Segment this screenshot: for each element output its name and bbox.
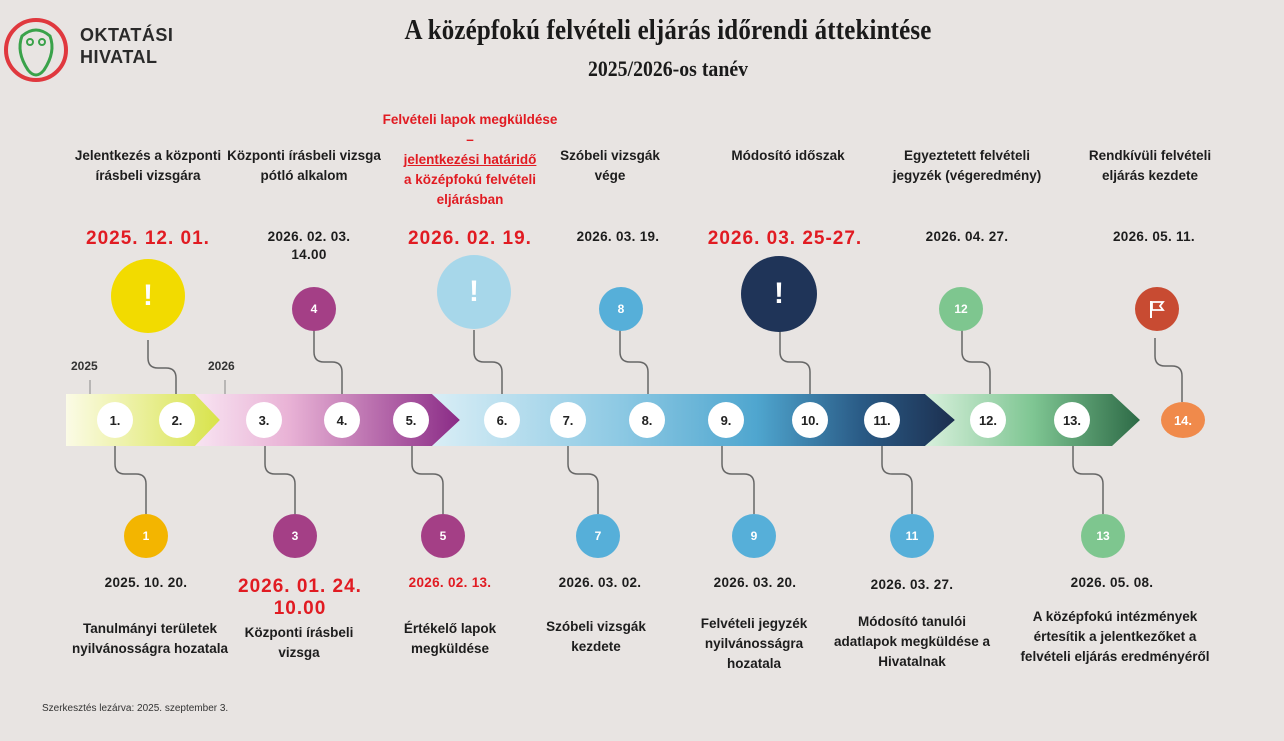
bottom-event-date-1: 2025. 10. 20. [104,575,188,590]
bottom-event-date-3: 2026. 02. 13. [408,575,492,590]
bottom-marker-1: 1 [124,514,168,558]
year-label-2025: 2025 [71,359,98,373]
page-subtitle: 2025/2026-os tanév [587,56,749,81]
bottom-marker-5: 5 [421,514,465,558]
bottom-marker-13: 13 [1081,514,1125,558]
alert-icon-1: ! [111,259,185,333]
step-9: 9. [708,402,744,438]
step-11: 11. [864,402,900,438]
top-event-date-3: 2026. 02. 19. [408,228,532,249]
step-10: 10. [792,402,828,438]
top-event-date-2: 2026. 02. 03. 14.00 [267,229,351,262]
logo-line2: HIVATAL [80,47,158,67]
step-5: 5. [393,402,429,438]
top-event-date-1: 2025. 12. 01. [86,228,210,249]
bottom-event-label-1: Tanulmányi területek nyilvánosságra hoza… [71,621,229,656]
top-event-label-3-line2: jelentkezési határidő [403,152,537,167]
bottom-event-label-6: Módosító tanulói adatlapok megküldése a … [833,614,991,669]
page-title: A középfokú felvételi eljárás időrendi á… [404,14,932,46]
flag-icon [1135,287,1179,331]
top-event-label-4: Szóbeli vizsgák vége [560,148,660,183]
top-event-label-3: Felvételi lapok megküldése – jelentkezés… [380,110,560,210]
top-marker-8: 8 [599,287,643,331]
step-8: 8. [629,402,665,438]
bottom-marker-7: 7 [576,514,620,558]
footer-note: Szerkesztés lezárva: 2025. szeptember 3. [42,703,229,714]
alert-icon-2: ! [437,255,511,329]
top-event-label-7: Rendkívüli felvételi eljárás kezdete [1088,148,1212,183]
bottom-marker-11: 11 [890,514,934,558]
step-12: 12. [970,402,1006,438]
top-event-label-6: Egyeztetett felvételi jegyzék (végeredmé… [892,148,1042,183]
year-label-2026: 2026 [208,359,235,373]
bottom-marker-9: 9 [732,514,776,558]
logo-mark [4,18,68,82]
step-6: 6. [484,402,520,438]
bottom-event-date-4: 2026. 03. 02. [558,575,642,590]
top-event-label-1: Jelentkezés a központi írásbeli vizsgára [74,148,222,183]
top-event-label-3-line1: Felvételi lapok megküldése – [382,112,558,147]
top-event-date-4: 2026. 03. 19. [576,229,660,244]
top-event-date-7: 2026. 05. 11. [1113,229,1195,244]
bottom-event-date-5: 2026. 03. 20. [713,575,797,590]
bottom-event-label-4: Szóbeli vizsgák kezdete [546,619,646,654]
logo-text: OKTATÁSI HIVATAL [80,24,173,68]
bottom-event-label-7: A középfokú intézmények értesítik a jele… [1020,609,1210,664]
bottom-event-label-5: Felvételi jegyzék nyilvánosságra hozatal… [700,616,808,671]
top-event-label-5: Módosító időszak [731,148,845,163]
top-marker-4: 4 [292,287,336,331]
top-event-date-5: 2026. 03. 25-27. [707,228,863,249]
bottom-event-date-7: 2026. 05. 08. [1070,575,1154,590]
top-marker-12: 12 [939,287,983,331]
bottom-event-label-2: Központi írásbeli vizsga [244,625,354,660]
bottom-event-date-2: 2026. 01. 24. 10.00 [238,576,362,619]
top-event-label-3-line3: a középfokú felvételi eljárásban [403,172,537,207]
step-7: 7. [550,402,586,438]
bottom-event-date-6: 2026. 03. 27. [870,577,954,592]
top-event-label-2: Központi írásbeli vizsga pótló alkalom [227,148,381,183]
step-3: 3. [246,402,282,438]
bottom-marker-3: 3 [273,514,317,558]
step-4: 4. [324,402,360,438]
step-1: 1. [97,402,133,438]
bottom-event-label-3: Értékelő lapok megküldése [403,621,497,656]
arrow-segment-4 [925,394,1140,446]
step-14: 14. [1161,402,1205,438]
step-2: 2. [159,402,195,438]
arrow-segment-1 [66,394,220,446]
alert-icon-3: ! [741,256,817,332]
logo-line1: OKTATÁSI [80,25,174,45]
top-event-date-6: 2026. 04. 27. [925,229,1009,244]
step-13: 13. [1054,402,1090,438]
